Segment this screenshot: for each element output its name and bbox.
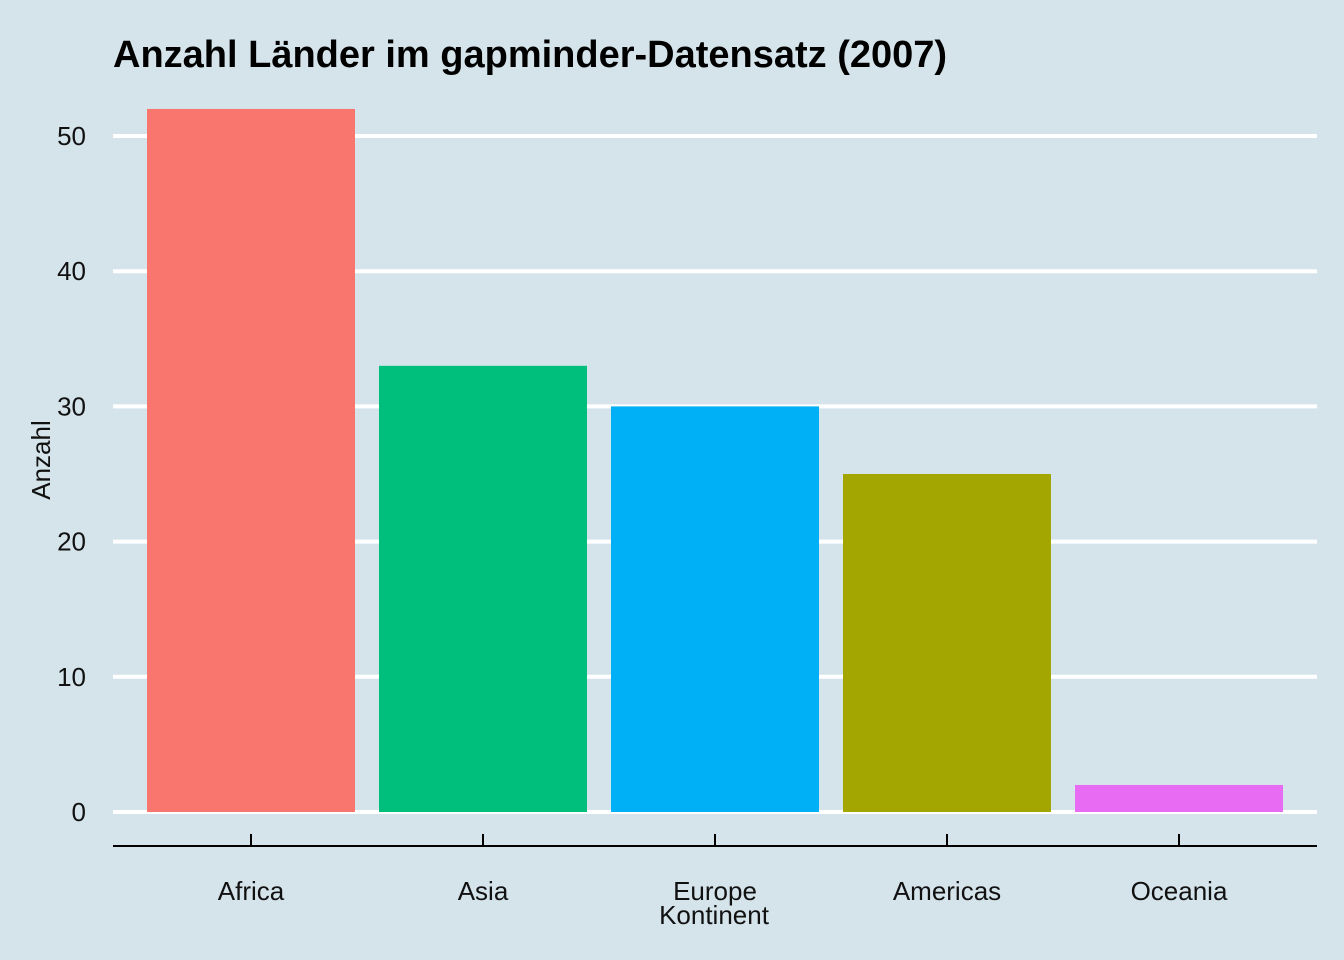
y-axis-ticks: 0 10 20 30 40 50 (57, 121, 86, 827)
chart-title: Anzahl Länder im gapminder-Datensatz (20… (113, 34, 947, 76)
y-tick-label: 0 (72, 797, 86, 827)
bar-europe (611, 406, 819, 812)
y-tick-label: 50 (57, 121, 86, 151)
bar-asia (379, 365, 587, 812)
x-axis-ticks: Africa Asia Europe Americas Oceania (218, 834, 1228, 906)
y-tick-label: 20 (57, 527, 86, 557)
bars (147, 108, 1283, 812)
y-tick-label: 30 (57, 391, 86, 421)
x-tick-label: Europe (673, 876, 757, 906)
y-tick-label: 10 (57, 662, 86, 692)
y-tick-label: 40 (57, 256, 86, 286)
y-axis-title: Anzahl (26, 420, 56, 500)
bar-africa (147, 108, 355, 812)
bar-oceania (1075, 784, 1283, 812)
x-tick-label: Asia (458, 876, 509, 906)
bar-americas (843, 474, 1051, 812)
x-tick-label: Americas (893, 876, 1001, 906)
x-tick-label: Africa (218, 876, 285, 906)
x-axis-title: Kontinent (659, 900, 770, 930)
x-tick-label: Oceania (1131, 876, 1228, 906)
